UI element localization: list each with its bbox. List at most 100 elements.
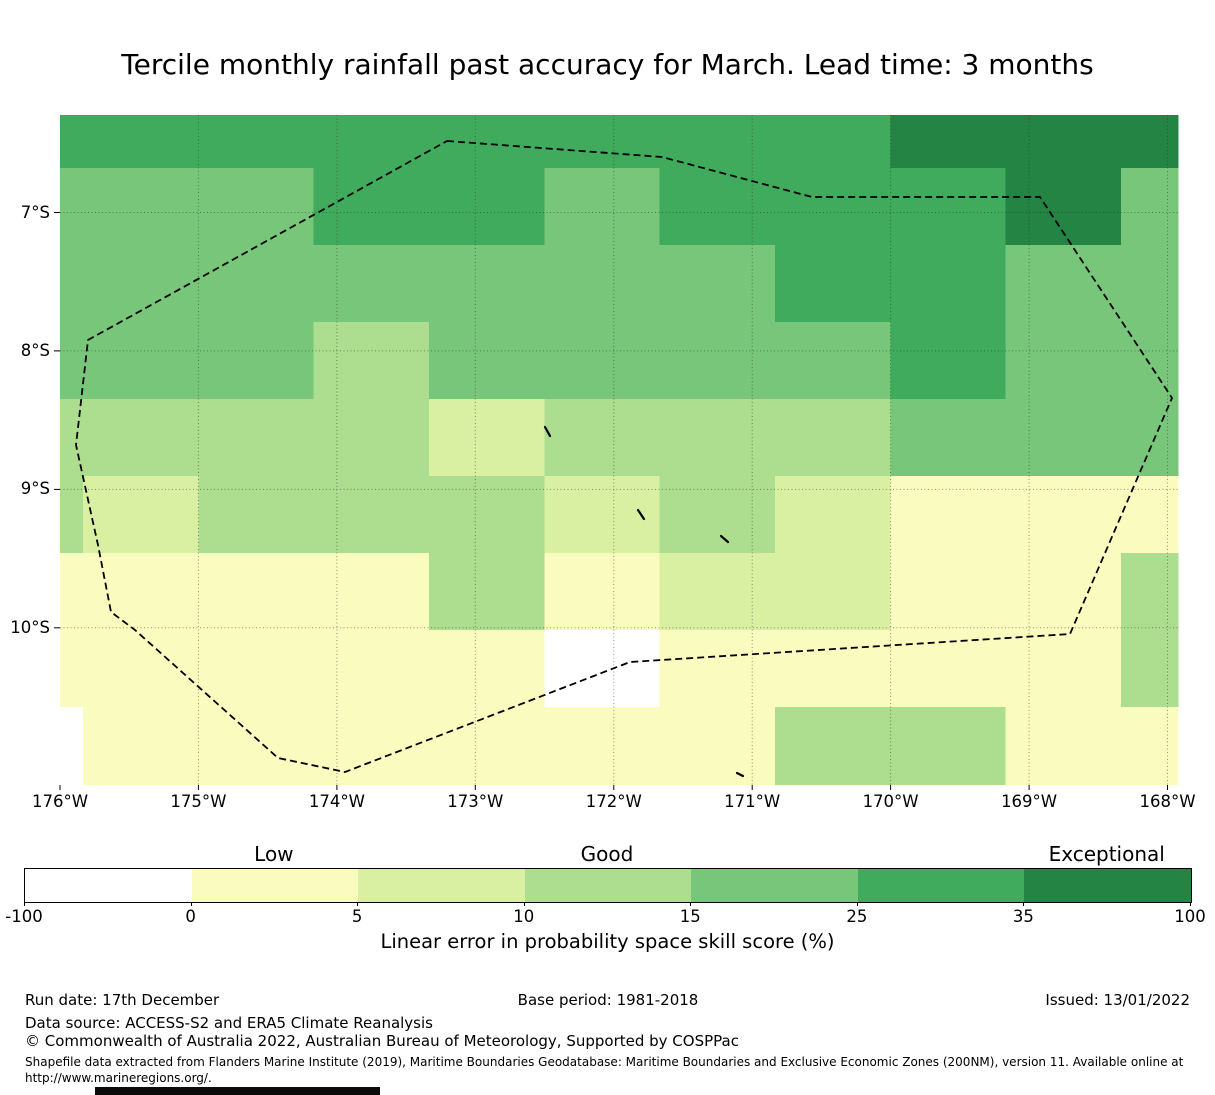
map-cell <box>775 553 833 630</box>
map-cell <box>429 707 487 785</box>
map-cell <box>948 630 1006 707</box>
map-cell <box>544 630 602 707</box>
island-mark <box>719 534 730 544</box>
map-cell <box>832 168 891 245</box>
map-cell <box>198 553 256 630</box>
map-cell <box>371 476 429 553</box>
colorbar-segment <box>857 869 1025 902</box>
map-cell <box>775 115 833 168</box>
map-cell <box>890 476 948 553</box>
map-cell <box>256 168 314 245</box>
colorbar-tick-mark <box>1023 902 1025 906</box>
map-cell <box>60 707 83 785</box>
map-cell <box>60 168 83 245</box>
map-cell <box>890 322 948 399</box>
map-cell <box>429 476 487 553</box>
map-cell <box>313 553 372 630</box>
colorbar-segment <box>691 869 858 902</box>
map-cell <box>429 115 487 168</box>
colorbar-segment <box>358 869 525 902</box>
base-period: Base period: 1981-2018 <box>517 991 699 1009</box>
map-cell <box>1063 476 1121 553</box>
map-cell <box>83 707 141 785</box>
map-cell <box>486 553 545 630</box>
map-cell <box>1121 168 1179 245</box>
map-cell <box>832 245 891 322</box>
map-cell <box>313 245 372 322</box>
map-cell <box>83 245 141 322</box>
map-cell <box>140 168 199 245</box>
map-cell <box>602 322 660 399</box>
map-cell <box>429 322 487 399</box>
map-cell <box>198 245 256 322</box>
map-cell <box>371 630 429 707</box>
x-tick-label: 171°W <box>724 792 781 811</box>
map-cell <box>371 115 429 168</box>
map-cell <box>1005 630 1064 707</box>
map-cell <box>890 115 948 168</box>
colorbar-tick-label: 5 <box>351 907 363 926</box>
map-cell <box>1063 553 1121 630</box>
colorbar-segment <box>1024 869 1192 902</box>
map-cell <box>832 115 891 168</box>
colorbar-tick-label: 25 <box>846 907 868 926</box>
map-cell <box>544 115 602 168</box>
colorbar-category-label: Low <box>254 842 294 866</box>
map-cell <box>832 707 891 785</box>
map-cell <box>140 115 199 168</box>
map-cell <box>659 399 718 476</box>
map-cell <box>140 707 199 785</box>
map-cell <box>1121 476 1179 553</box>
map-cell <box>429 399 487 476</box>
map-cell <box>602 115 660 168</box>
map-cell <box>775 707 833 785</box>
map-cell <box>313 476 372 553</box>
colorbar-axis-label: Linear error in probability space skill … <box>380 930 835 953</box>
x-tick-label: 172°W <box>585 792 642 811</box>
map-cell <box>371 553 429 630</box>
map-cell <box>313 399 372 476</box>
map-cell <box>371 707 429 785</box>
colorbar-tick-label: -100 <box>5 907 43 926</box>
map-cell <box>1063 115 1121 168</box>
map-cell <box>60 115 83 168</box>
map-cell <box>1005 553 1064 630</box>
map-cell <box>371 245 429 322</box>
run-date: Run date: 17th December <box>25 991 220 1009</box>
x-tick-label: 175°W <box>170 792 227 811</box>
map-cell <box>1121 245 1179 322</box>
map-cell <box>948 115 1006 168</box>
map-cell <box>486 707 545 785</box>
map-cell <box>948 399 1006 476</box>
map-cell <box>602 476 660 553</box>
map-cell <box>198 115 256 168</box>
map-cell <box>659 115 718 168</box>
map-cell <box>544 476 602 553</box>
map-cell <box>948 553 1006 630</box>
map-cell <box>429 245 487 322</box>
colorbar-tick-mark <box>357 902 359 906</box>
map-cell <box>717 168 775 245</box>
map-cell <box>890 707 948 785</box>
y-tick-label: 10°S <box>10 617 50 637</box>
colorbar-tick-mark <box>523 902 525 906</box>
map-cell <box>1121 553 1179 630</box>
map-cell <box>775 630 833 707</box>
colorbar-tick-mark <box>856 902 858 906</box>
map-cell <box>775 399 833 476</box>
y-tick-label: 9°S <box>20 479 50 499</box>
map-cell <box>1121 399 1179 476</box>
map-cell <box>256 245 314 322</box>
colorbar-category-label: Exceptional <box>1048 842 1165 866</box>
map-cell <box>717 115 775 168</box>
rainfall-skill-heatmap <box>54 115 1179 790</box>
map-cell <box>948 476 1006 553</box>
map-cell <box>775 322 833 399</box>
map-cell <box>60 630 83 707</box>
map-cell <box>198 399 256 476</box>
map-cell <box>60 476 83 553</box>
map-cell <box>832 476 891 553</box>
map-cell <box>313 322 372 399</box>
map-cell <box>832 399 891 476</box>
cropped-black-bar <box>95 1087 380 1095</box>
